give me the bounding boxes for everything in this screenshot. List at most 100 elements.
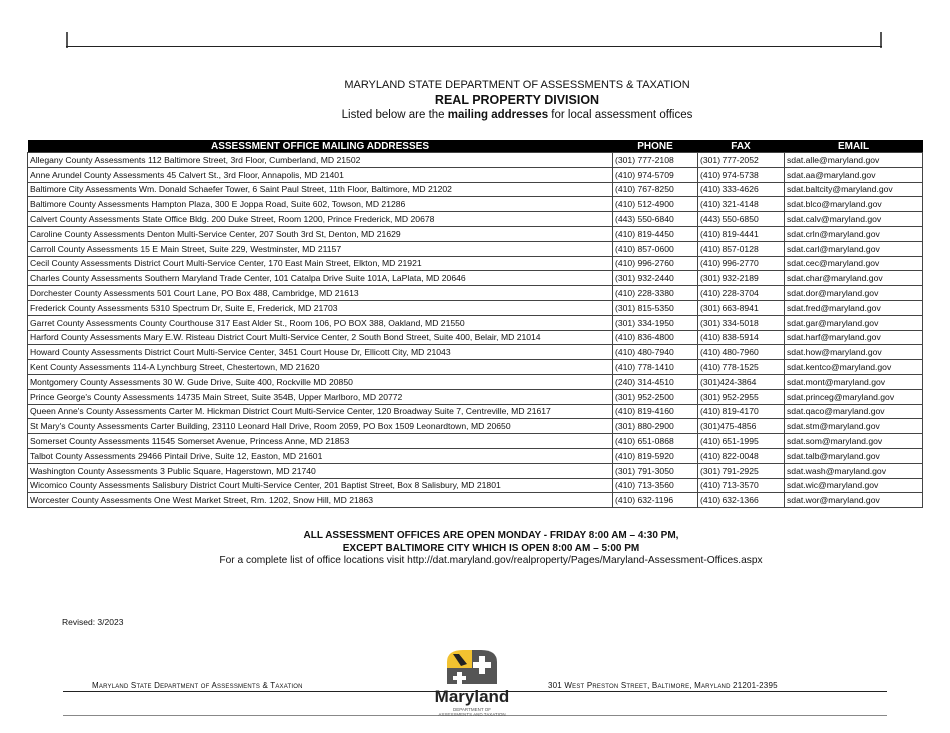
office-address-cell: Baltimore City Assessments Wm. Donald Sc… xyxy=(27,181,613,198)
fax-cell: (301) 663-8941 xyxy=(697,299,785,316)
email-cell[interactable]: sdat.fred@maryland.gov xyxy=(784,299,923,316)
fax-cell: (410) 996-2770 xyxy=(697,255,785,272)
phone-cell: (301) 880-2900 xyxy=(612,418,698,435)
phone-cell: (410) 819-4450 xyxy=(612,225,698,242)
maryland-flag-icon xyxy=(447,650,497,684)
crop-mark xyxy=(66,32,68,48)
intro-bold: mailing addresses xyxy=(447,109,549,121)
fax-cell: (443) 550-6850 xyxy=(697,211,785,227)
table-row: Somerset County Assessments 11545 Somers… xyxy=(27,433,923,449)
intro-text: Listed below are the mailing addresses f… xyxy=(42,109,950,121)
office-address-cell: Worcester County Assessments One West Ma… xyxy=(27,492,613,509)
header-rule xyxy=(66,46,882,47)
email-cell[interactable]: sdat.stm@maryland.gov xyxy=(784,418,923,435)
table-row: Prince George's County Assessments 14735… xyxy=(27,388,923,405)
fax-cell: (410) 819-4441 xyxy=(697,225,785,242)
email-cell[interactable]: sdat.som@maryland.gov xyxy=(784,433,923,449)
email-cell[interactable]: sdat.wor@maryland.gov xyxy=(784,492,923,509)
table-row: Charles County Assessments Southern Mary… xyxy=(27,270,923,287)
email-cell[interactable]: sdat.harf@maryland.gov xyxy=(784,329,923,346)
email-cell[interactable]: sdat.calv@maryland.gov xyxy=(784,211,923,227)
office-address-cell: Baltimore County Assessments Hampton Pla… xyxy=(27,196,613,213)
table-row: Dorchester County Assessments 501 Court … xyxy=(27,285,923,301)
fax-cell: (410) 819-4170 xyxy=(697,403,785,420)
table-row: Worcester County Assessments One West Ma… xyxy=(27,492,923,509)
footer-address: 301 West Preston Street, Baltimore, Mary… xyxy=(548,681,778,690)
fax-cell: (301)424-3864 xyxy=(697,373,785,390)
footer-box xyxy=(63,695,887,716)
office-address-cell: Talbot County Assessments 29466 Pintail … xyxy=(27,447,613,464)
fax-cell: (301)475-4856 xyxy=(697,418,785,435)
email-cell[interactable]: sdat.wic@maryland.gov xyxy=(784,477,923,494)
division-title: REAL PROPERTY DIVISION xyxy=(434,93,600,107)
email-cell[interactable]: sdat.dor@maryland.gov xyxy=(784,285,923,301)
email-cell[interactable]: sdat.baltcity@maryland.gov xyxy=(784,181,923,198)
email-cell[interactable]: sdat.crln@maryland.gov xyxy=(784,225,923,242)
email-cell[interactable]: sdat.blco@maryland.gov xyxy=(784,196,923,213)
office-address-cell: Washington County Assessments 3 Public S… xyxy=(27,462,613,479)
office-address-cell: Cecil County Assessments District Court … xyxy=(27,255,613,272)
phone-cell: (410) 632-1196 xyxy=(612,492,698,509)
fax-cell: (410) 778-1525 xyxy=(697,359,785,375)
office-address-cell: St Mary's County Assessments Carter Buil… xyxy=(27,418,613,435)
phone-cell: (410) 767-8250 xyxy=(612,181,698,198)
phone-cell: (240) 314-4510 xyxy=(612,373,698,390)
footer-agency: Maryland State Department of Assessments… xyxy=(92,681,303,690)
phone-cell: (410) 836-4800 xyxy=(612,329,698,346)
table-row: Garret County Assessments County Courtho… xyxy=(27,314,923,331)
footer-rule xyxy=(63,691,887,692)
table-row: St Mary's County Assessments Carter Buil… xyxy=(27,418,923,435)
fax-cell: (410) 838-5914 xyxy=(697,329,785,346)
email-cell[interactable]: sdat.qaco@maryland.gov xyxy=(784,403,923,420)
offices-link-note: For a complete list of office locations … xyxy=(219,555,763,566)
phone-cell: (410) 819-4160 xyxy=(612,403,698,420)
table-row: Carroll County Assessments 15 E Main Str… xyxy=(27,240,923,257)
email-cell[interactable]: sdat.cec@maryland.gov xyxy=(784,255,923,272)
email-cell[interactable]: sdat.princeg@maryland.gov xyxy=(784,388,923,405)
email-cell[interactable]: sdat.gar@maryland.gov xyxy=(784,314,923,331)
email-cell[interactable]: sdat.aa@maryland.gov xyxy=(784,166,923,183)
fax-cell: (410) 651-1995 xyxy=(697,433,785,449)
fax-cell: (410) 974-5738 xyxy=(697,166,785,183)
table-row: Cecil County Assessments District Court … xyxy=(27,255,923,272)
hours-note: ALL ASSESSMENT OFFICES ARE OPEN MONDAY -… xyxy=(303,530,679,541)
column-header: PHONE xyxy=(612,140,698,153)
table-row: Anne Arundel County Assessments 45 Calve… xyxy=(27,166,923,183)
table-row: Baltimore City Assessments Wm. Donald Sc… xyxy=(27,181,923,198)
email-cell[interactable]: sdat.kentco@maryland.gov xyxy=(784,359,923,375)
office-address-cell: Queen Anne's County Assessments Carter M… xyxy=(27,403,613,420)
fax-cell: (301) 334-5018 xyxy=(697,314,785,331)
email-cell[interactable]: sdat.wash@maryland.gov xyxy=(784,462,923,479)
email-cell[interactable]: sdat.how@maryland.gov xyxy=(784,344,923,361)
phone-cell: (301) 777-2108 xyxy=(612,152,698,168)
logo-wordmark: Maryland xyxy=(434,687,510,706)
phone-cell: (410) 512-4900 xyxy=(612,196,698,213)
phone-cell: (410) 778-1410 xyxy=(612,359,698,375)
table-row: Wicomico County Assessments Salisbury Di… xyxy=(27,477,923,494)
fax-cell: (410) 321-4148 xyxy=(697,196,785,213)
email-cell[interactable]: sdat.talb@maryland.gov xyxy=(784,447,923,464)
phone-cell: (301) 791-3050 xyxy=(612,462,698,479)
email-cell[interactable]: sdat.carl@maryland.gov xyxy=(784,240,923,257)
phone-cell: (301) 815-5350 xyxy=(612,299,698,316)
phone-cell: (443) 550-6840 xyxy=(612,211,698,227)
email-cell[interactable]: sdat.mont@maryland.gov xyxy=(784,373,923,390)
phone-cell: (301) 334-1950 xyxy=(612,314,698,331)
table-row: Frederick County Assessments 5310 Spectr… xyxy=(27,299,923,316)
email-cell[interactable]: sdat.alle@maryland.gov xyxy=(784,152,923,168)
fax-cell: (410) 857-0128 xyxy=(697,240,785,257)
table-row: Allegany County Assessments 112 Baltimor… xyxy=(27,152,923,168)
revised-date: Revised: 3/2023 xyxy=(62,617,124,627)
office-address-cell: Allegany County Assessments 112 Baltimor… xyxy=(27,152,613,168)
table-row: Caroline County Assessments Denton Multi… xyxy=(27,225,923,242)
logo-subtitle-1: DEPARTMENT OF xyxy=(452,707,491,712)
phone-cell: (410) 713-3560 xyxy=(612,477,698,494)
crop-mark xyxy=(880,32,882,48)
phone-cell: (410) 651-0868 xyxy=(612,433,698,449)
agency-name: MARYLAND STATE DEPARTMENT OF ASSESSMENTS… xyxy=(344,79,690,91)
phone-cell: (410) 819-5920 xyxy=(612,447,698,464)
phone-cell: (410) 974-5709 xyxy=(612,166,698,183)
table-row: Baltimore County Assessments Hampton Pla… xyxy=(27,196,923,213)
fax-cell: (410) 713-3570 xyxy=(697,477,785,494)
email-cell[interactable]: sdat.char@maryland.gov xyxy=(784,270,923,287)
